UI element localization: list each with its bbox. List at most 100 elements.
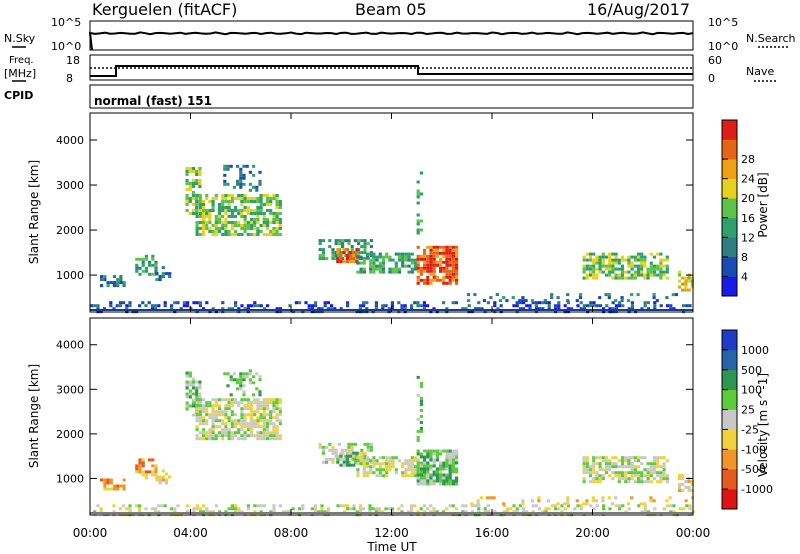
heatmap-cell xyxy=(362,301,366,305)
heatmap-cell xyxy=(240,401,244,405)
heatmap-cell xyxy=(604,471,609,475)
heatmap-cell xyxy=(239,387,243,391)
heatmap-cell xyxy=(401,462,405,466)
heatmap-cell xyxy=(246,200,250,203)
heatmap-cell xyxy=(435,260,439,264)
heatmap-cell xyxy=(416,245,420,249)
heatmap-cell xyxy=(356,456,360,460)
heatmap-cell xyxy=(448,504,452,508)
heatmap-cell xyxy=(240,209,244,212)
heatmap-cell xyxy=(618,504,622,508)
heatmap-cell xyxy=(401,258,405,262)
heatmap-cell xyxy=(388,462,392,466)
heatmap-cell xyxy=(198,170,202,173)
heatmap-cell xyxy=(477,507,481,511)
heatmap-cell xyxy=(598,270,602,274)
heatmap-cell xyxy=(230,398,234,402)
heatmap-cell xyxy=(643,507,647,511)
heatmap-cell xyxy=(394,264,398,268)
heatmap-cell xyxy=(684,279,688,283)
heatmap-cell xyxy=(269,401,273,405)
heatmap-cell xyxy=(390,301,394,305)
heatmap-cell xyxy=(154,307,158,311)
heatmap-cell xyxy=(362,258,366,262)
heatmap-cell xyxy=(138,504,142,508)
heatmap-cell xyxy=(275,428,279,432)
heatmap-cell xyxy=(653,307,657,311)
heatmap-cell xyxy=(592,304,596,308)
heatmap-cell xyxy=(337,242,341,246)
heatmap-cell xyxy=(611,456,615,460)
noise-tick-right-bottom: 10^0 xyxy=(708,40,738,53)
heatmap-cell xyxy=(630,468,634,472)
heatmap-cell xyxy=(419,171,423,175)
heatmap-cell xyxy=(214,197,218,200)
heatmap-cell xyxy=(205,507,209,511)
heatmap-cell xyxy=(557,301,561,305)
heatmap-cell xyxy=(262,398,266,402)
heatmap-cell xyxy=(269,416,273,420)
heatmap-cell xyxy=(372,267,376,271)
heatmap-cell xyxy=(154,304,158,308)
heatmap-cell xyxy=(342,504,346,508)
heatmap-cell xyxy=(387,307,391,311)
heatmap-cell xyxy=(188,371,192,375)
heatmap-cell xyxy=(328,239,332,243)
heatmap-cell xyxy=(365,462,370,466)
heatmap-cell xyxy=(262,194,266,197)
heatmap-cell xyxy=(439,464,443,468)
heatmap-cell xyxy=(547,304,551,308)
heatmap-cell xyxy=(198,395,202,399)
heatmap-cell xyxy=(256,410,260,414)
heatmap-cell xyxy=(269,410,273,414)
heatmap-cell xyxy=(163,301,167,305)
heatmap-cell xyxy=(388,459,392,463)
heatmap-cell xyxy=(237,233,241,236)
heatmap-cell xyxy=(195,212,199,215)
heatmap-cell xyxy=(592,301,596,305)
heatmap-cell xyxy=(426,470,430,474)
heatmap-cell xyxy=(128,507,132,511)
colorbar-tick-label: 1000 xyxy=(741,344,769,357)
heatmap-cell xyxy=(248,188,252,192)
heatmap-cell xyxy=(321,257,325,261)
heatmap-cell xyxy=(96,304,100,308)
heatmap-cell xyxy=(201,218,206,221)
heatmap-cell xyxy=(342,460,346,464)
heatmap-cell xyxy=(442,473,446,477)
heatmap-cell xyxy=(211,407,215,411)
heatmap-cell xyxy=(116,281,120,285)
heatmap-cell xyxy=(350,248,354,252)
heatmap-cell xyxy=(253,401,257,405)
heatmap-cell xyxy=(237,507,241,511)
heatmap-cell xyxy=(643,264,647,268)
heatmap-cell xyxy=(243,407,247,411)
heatmap-cell xyxy=(598,474,602,478)
heatmap-cell xyxy=(397,258,402,262)
heatmap-cell xyxy=(595,276,599,280)
heatmap-cell xyxy=(627,270,631,274)
heatmap-cell xyxy=(345,248,349,252)
heatmap-cell xyxy=(582,465,586,469)
heatmap-cell xyxy=(627,459,631,463)
heatmap-cell xyxy=(585,459,589,463)
heatmap-cell xyxy=(265,209,270,212)
heatmap-cell xyxy=(369,258,373,262)
heatmap-cell xyxy=(649,462,653,466)
heatmap-cell xyxy=(233,215,238,218)
heatmap-cell xyxy=(214,398,218,402)
heatmap-cell xyxy=(442,464,446,468)
heatmap-cell xyxy=(272,212,276,215)
heatmap-cell xyxy=(360,239,364,243)
heatmap-cell xyxy=(448,455,452,459)
heatmap-cell xyxy=(350,448,354,452)
heatmap-cell xyxy=(240,212,244,215)
heatmap-cell xyxy=(201,431,206,435)
heatmap-cell xyxy=(331,257,335,261)
heatmap-cell xyxy=(246,425,250,429)
heatmap-cell xyxy=(448,461,452,465)
heatmap-cell xyxy=(566,502,570,506)
heatmap-cell xyxy=(655,299,659,303)
heatmap-cell xyxy=(265,203,270,206)
heatmap-cell xyxy=(566,299,570,303)
